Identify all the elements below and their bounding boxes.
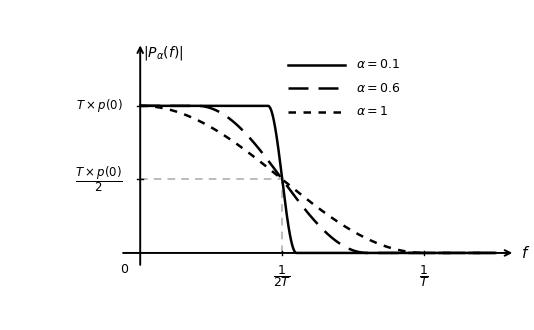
Text: $|P_{\alpha}(f)|$: $|P_{\alpha}(f)|$ [143, 44, 184, 62]
Text: $\alpha = 0.6$: $\alpha = 0.6$ [356, 82, 400, 95]
Text: $\alpha = 0.1$: $\alpha = 0.1$ [356, 58, 400, 71]
Text: $\dfrac{1}{2T}$: $\dfrac{1}{2T}$ [273, 263, 292, 289]
Text: $\alpha = 1$: $\alpha = 1$ [356, 105, 388, 118]
Text: $T \times p(0)$: $T \times p(0)$ [76, 97, 123, 114]
Text: $f$: $f$ [521, 245, 530, 261]
Text: 0: 0 [121, 263, 129, 276]
Text: $\dfrac{T \times p(0)}{2}$: $\dfrac{T \times p(0)}{2}$ [75, 165, 123, 194]
Text: $\dfrac{1}{T}$: $\dfrac{1}{T}$ [419, 263, 429, 289]
